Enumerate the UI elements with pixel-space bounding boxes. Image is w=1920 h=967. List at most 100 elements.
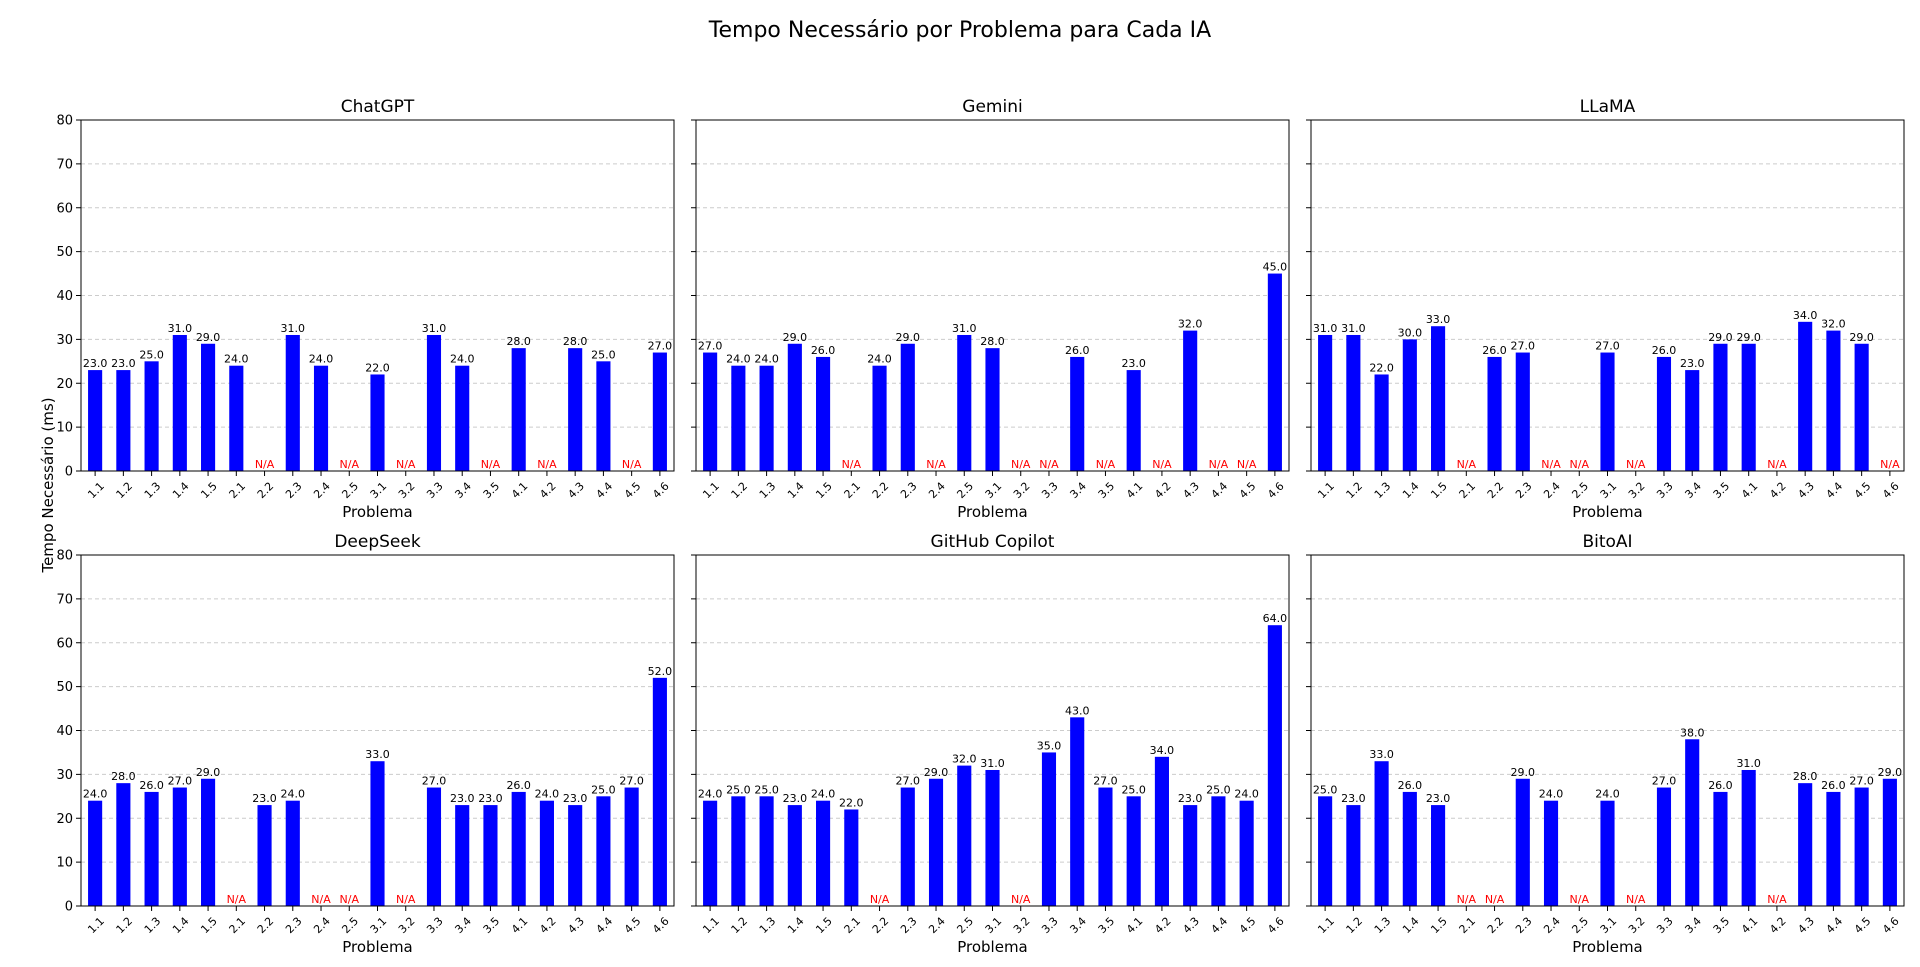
bar (652, 352, 667, 471)
bar (1402, 339, 1417, 471)
data-label: 29.0 (1878, 766, 1903, 779)
y-tick-label: 10 (56, 421, 73, 436)
na-label: N/A (1767, 893, 1787, 906)
bar (703, 800, 718, 906)
x-axis-label: Problema (1572, 938, 1643, 956)
bar (426, 334, 442, 471)
bar (1515, 778, 1530, 906)
data-label: 24.0 (726, 353, 751, 366)
data-label: 22.0 (365, 361, 390, 374)
bar (1267, 625, 1282, 906)
data-label: 24.0 (867, 353, 892, 366)
data-label: 26.0 (506, 779, 531, 792)
bar (1798, 783, 1813, 906)
data-label: 27.0 (422, 775, 447, 788)
bar (1318, 796, 1333, 906)
data-label: 26.0 (1482, 344, 1507, 357)
na-label: N/A (227, 893, 247, 906)
bar (1070, 356, 1085, 471)
data-label: 29.0 (896, 331, 921, 344)
data-label: 23.0 (478, 792, 503, 805)
data-label: 23.0 (1178, 792, 1203, 805)
bar (1126, 370, 1141, 471)
bar (703, 352, 718, 471)
na-label: N/A (255, 458, 275, 471)
data-label: 24.0 (535, 788, 560, 801)
na-label: N/A (926, 458, 946, 471)
bar (511, 348, 526, 471)
data-label: 43.0 (1065, 704, 1090, 717)
y-tick-label: 30 (56, 333, 73, 348)
bar (483, 805, 498, 906)
data-label: 24.0 (1234, 788, 1259, 801)
data-label: 24.0 (83, 788, 108, 801)
bar (844, 809, 859, 906)
bar (285, 800, 300, 906)
bar (1685, 739, 1700, 906)
bar (88, 800, 103, 906)
bar (313, 365, 329, 471)
na-label: N/A (340, 458, 360, 471)
data-label: 27.0 (1511, 340, 1536, 353)
bar (928, 778, 944, 906)
data-label: 34.0 (1793, 309, 1818, 322)
bar (116, 370, 131, 471)
bar (1882, 778, 1897, 906)
bar (1211, 796, 1226, 906)
bar (1826, 330, 1841, 471)
data-label: 29.0 (1511, 766, 1536, 779)
x-axis-label: Problema (342, 503, 413, 521)
na-label: N/A (1011, 893, 1031, 906)
data-label: 26.0 (1708, 779, 1733, 792)
data-label: 25.0 (1313, 783, 1338, 796)
bar (1183, 805, 1198, 906)
bar (1826, 791, 1841, 906)
figure-title: Tempo Necessário por Problema para Cada … (708, 18, 1211, 43)
na-label: N/A (1541, 458, 1561, 471)
na-label: N/A (311, 893, 331, 906)
y-tick-label: 70 (56, 157, 73, 172)
data-label: 29.0 (196, 766, 221, 779)
data-label: 27.0 (1652, 775, 1677, 788)
na-label: N/A (1626, 893, 1646, 906)
bar (900, 787, 915, 906)
x-axis-label: Problema (957, 938, 1028, 956)
data-label: 25.0 (726, 783, 751, 796)
x-axis-label: Problema (342, 938, 413, 956)
data-label: 30.0 (1398, 326, 1423, 339)
bar (172, 787, 187, 906)
data-label: 24.0 (811, 788, 836, 801)
data-label: 27.0 (1595, 340, 1620, 353)
data-label: 31.0 (422, 322, 447, 335)
data-label: 25.0 (139, 348, 164, 361)
bar (172, 334, 187, 471)
data-label: 34.0 (1150, 744, 1175, 757)
bar (787, 805, 802, 906)
na-label: N/A (1880, 458, 1900, 471)
y-tick-label: 30 (56, 768, 73, 783)
data-label: 24.0 (1539, 788, 1564, 801)
na-label: N/A (481, 458, 501, 471)
data-label: 32.0 (952, 753, 977, 766)
bar (1854, 343, 1869, 471)
data-label: 29.0 (196, 331, 221, 344)
bar (596, 796, 611, 906)
y-tick-label: 0 (65, 900, 73, 915)
bar (1374, 374, 1389, 471)
y-tick-label: 0 (65, 465, 73, 480)
x-axis-label: Problema (1572, 503, 1643, 521)
bar (539, 800, 554, 906)
data-label: 31.0 (281, 322, 306, 335)
y-tick-label: 80 (56, 114, 73, 129)
y-tick-label: 10 (56, 856, 73, 871)
data-label: 27.0 (1849, 775, 1874, 788)
data-label: 38.0 (1680, 726, 1705, 739)
bar (370, 374, 385, 471)
na-label: N/A (1626, 458, 1646, 471)
bar (1515, 352, 1530, 471)
bar (1741, 769, 1756, 906)
bar (1600, 800, 1615, 906)
data-label: 64.0 (1263, 612, 1288, 625)
